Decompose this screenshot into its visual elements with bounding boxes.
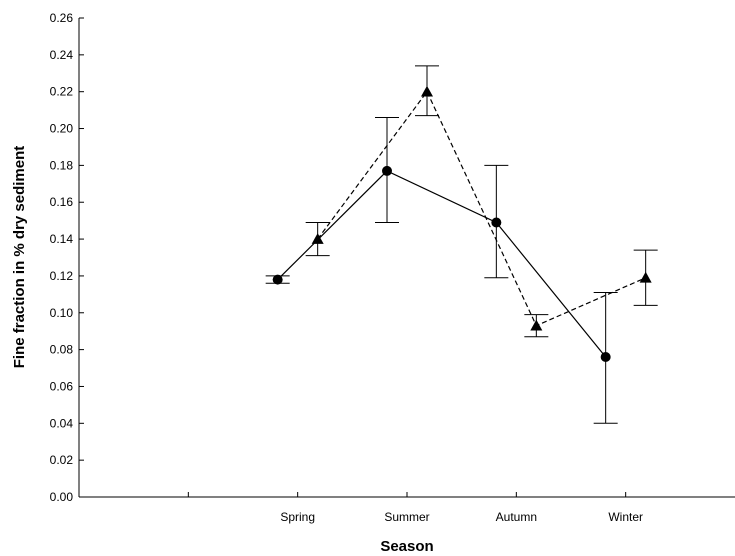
y-axis-title: Fine fraction in % dry sediment	[11, 146, 28, 369]
y-tick-label: 0.20	[50, 122, 74, 136]
y-tick-label: 0.12	[50, 269, 74, 283]
series-2-line	[317, 90, 646, 327]
axes: 0.00 0.02 0.04 0.06 0.08 0.10 0.12 0.14 0.16 0.18…	[50, 11, 735, 524]
data-point	[530, 319, 543, 331]
series-1-line	[277, 170, 607, 358]
y-tick-label: 0.06	[50, 379, 74, 393]
y-tick-label: 0.00	[50, 490, 74, 504]
data-point	[600, 351, 611, 362]
x-tick-label: Winter	[608, 510, 643, 524]
y-tick-label: 0.18	[50, 158, 74, 172]
data-point	[272, 274, 283, 285]
y-tick-label: 0.16	[50, 195, 74, 209]
x-tick-label: Autumn	[496, 510, 537, 524]
y-tick-label: 0.10	[50, 306, 74, 320]
y-tick-label: 0.24	[50, 48, 74, 62]
series-2	[305, 65, 658, 338]
y-tick-label: 0.02	[50, 453, 74, 467]
series-layer	[265, 65, 658, 424]
data-point	[491, 217, 502, 228]
data-point	[311, 233, 324, 244]
data-point	[421, 85, 433, 97]
y-tick-label: 0.14	[50, 232, 74, 246]
y-tick-label: 0.04	[50, 416, 74, 430]
series-1	[265, 116, 618, 424]
y-tick-label: 0.22	[50, 85, 74, 99]
x-tick-label: Spring	[280, 510, 315, 524]
x-tick-label: Summer	[384, 510, 429, 524]
data-point	[639, 271, 652, 283]
x-axis-title: Season	[380, 538, 433, 555]
y-tick-label: 0.08	[50, 343, 74, 357]
y-tick-label: 0.26	[50, 11, 74, 25]
data-point	[382, 165, 392, 176]
